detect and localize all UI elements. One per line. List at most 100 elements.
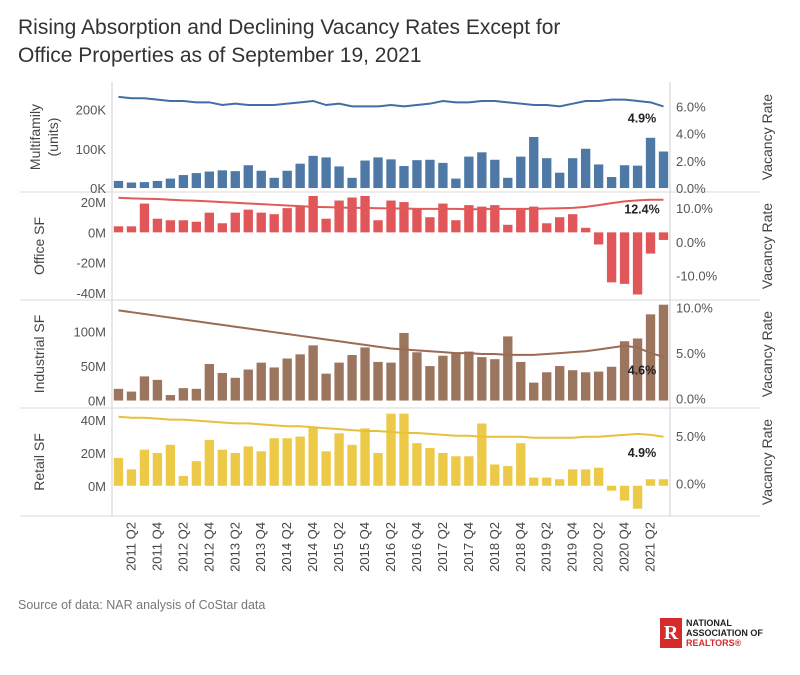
multifamily-rate-tick-label: 4.0% [676,127,706,142]
multifamily-absorption-bar [347,177,357,188]
retail-absorption-bar [593,467,604,486]
retail-ytick-label: 0M [88,479,106,494]
retail-absorption-bar [412,443,422,486]
office-ytick-label: 20M [81,195,106,210]
industrial-absorption-bar [256,362,266,401]
chart-canvas: 0K 100K 200K 0.0% 2.0% 4.0% 6.0% Multifamily (un… [20,82,775,572]
office-absorption-bar [542,223,552,233]
office-absorption-bar [658,232,669,240]
chart-title-line-2: Office Properties as of September 19, 20… [18,44,422,67]
office-absorption-bar [412,208,422,233]
office-absorption-bar [360,196,370,233]
retail-absorption-bar [464,456,474,486]
retail-absorption-bar [555,479,565,486]
retail-absorption-bar [490,464,500,486]
retail-absorption-bar [632,485,643,509]
retail-absorption-bar [256,451,266,486]
industrial-ylabel: Industrial SF [31,315,47,394]
multifamily-absorption-bar [386,159,396,188]
retail-ylabel: Retail SF [31,433,47,491]
multifamily-rate-tick-label: 6.0% [676,99,706,114]
office-absorption-bar [178,220,189,233]
industrial-absorption-bar [658,304,669,401]
multifamily-absorption-bar [230,171,240,188]
industrial-absorption-bar [412,352,422,401]
multifamily-ytick-label: 200K [76,103,107,118]
multifamily-absorption-bar [178,175,189,188]
industrial-absorption-bar [490,359,500,401]
office-absorption-bar [632,232,643,295]
office-absorption-bar [113,226,124,233]
multifamily-absorption-bar [412,160,422,188]
x-tick-label: 2018 Q2 [487,522,502,572]
multifamily-absorption-bar [256,170,266,188]
multifamily-absorption-bar [243,165,253,188]
office-absorption-bar [321,218,331,233]
industrial-absorption-bar [282,358,292,401]
multifamily-absorption-bar [113,180,124,188]
industrial-rate-label: 4.6% [628,364,657,378]
industrial-absorption-bar [178,388,189,401]
multifamily-absorption-bar [191,173,202,188]
retail-absorption-bar [529,477,539,486]
x-tick-label: 2020 Q2 [591,522,606,572]
multifamily-right-axis-title: Vacancy Rate [759,94,775,180]
retail-absorption-bar [399,413,409,486]
industrial-absorption-bar [165,395,176,401]
multifamily-rate-tick-label: 0.0% [676,181,706,196]
retail-absorption-bar [658,479,669,486]
x-tick-label: 2021 Q2 [643,522,658,572]
industrial-rate-tick-label: 5.0% [676,346,706,361]
multifamily-ytick-label: 0K [90,181,106,196]
multifamily-ylabel: Multifamily [27,104,43,170]
retail-vacancy-line [118,415,664,439]
office-absorption-bar [373,220,383,233]
retail-absorption-bar [295,436,305,486]
office-absorption-bar [139,203,150,233]
office-absorption-bar [593,232,604,245]
x-tick-label: 2019 Q4 [565,522,580,572]
industrial-absorption-bar [606,366,617,401]
industrial-absorption-bar [295,354,305,401]
office-absorption-bar [204,212,214,233]
industrial-absorption-bar [113,388,124,401]
office-absorption-bar [451,220,461,233]
realtor-r-logo-mark: R [660,618,682,648]
multifamily-absorption-bar [645,137,656,188]
industrial-absorption-bar [360,347,370,401]
industrial-absorption-bar [334,362,344,401]
retail-right-axis-title: Vacancy Rate [759,419,775,505]
industrial-ytick-label: 100M [73,325,106,340]
multifamily-absorption-bar [399,166,409,188]
retail-absorption-bar [373,452,383,486]
office-absorption-bar [399,202,409,233]
industrial-absorption-bar [580,372,591,401]
office-ytick-label: 0M [88,225,106,240]
industrial-absorption-bar [516,361,526,401]
multifamily-absorption-bar [295,163,305,188]
x-tick-label: 2020 Q4 [617,522,632,572]
multifamily-rate-tick-label: 2.0% [676,154,706,169]
industrial-absorption-bar [308,345,318,401]
x-tick-label: 2013 Q4 [253,522,268,572]
office-absorption-bar [217,223,227,233]
office-absorption-bar [477,206,487,233]
office-absorption-bar [568,214,578,233]
multifamily-rate-label: 4.9% [628,111,657,125]
industrial-absorption-bar [243,369,253,401]
retail-absorption-bar [347,444,357,486]
retail-rate-label: 4.9% [628,446,657,460]
x-tick-label: 2012 Q2 [175,522,190,572]
office-absorption-bar [645,232,656,254]
x-tick-label: 2016 Q2 [383,522,398,572]
office-vacancy-line [118,196,664,211]
industrial-absorption-bar [425,366,435,401]
industrial-rate-tick-label: 10.0% [676,301,713,316]
retail-absorption-bar [386,413,396,486]
x-tick-label: 2013 Q2 [227,522,242,572]
retail-absorption-bar [165,444,176,486]
office-absorption-bar [126,226,137,233]
multifamily-absorption-bar [516,156,526,188]
retail-absorption-bar [217,449,227,486]
industrial-ytick-label: 50M [81,359,106,374]
